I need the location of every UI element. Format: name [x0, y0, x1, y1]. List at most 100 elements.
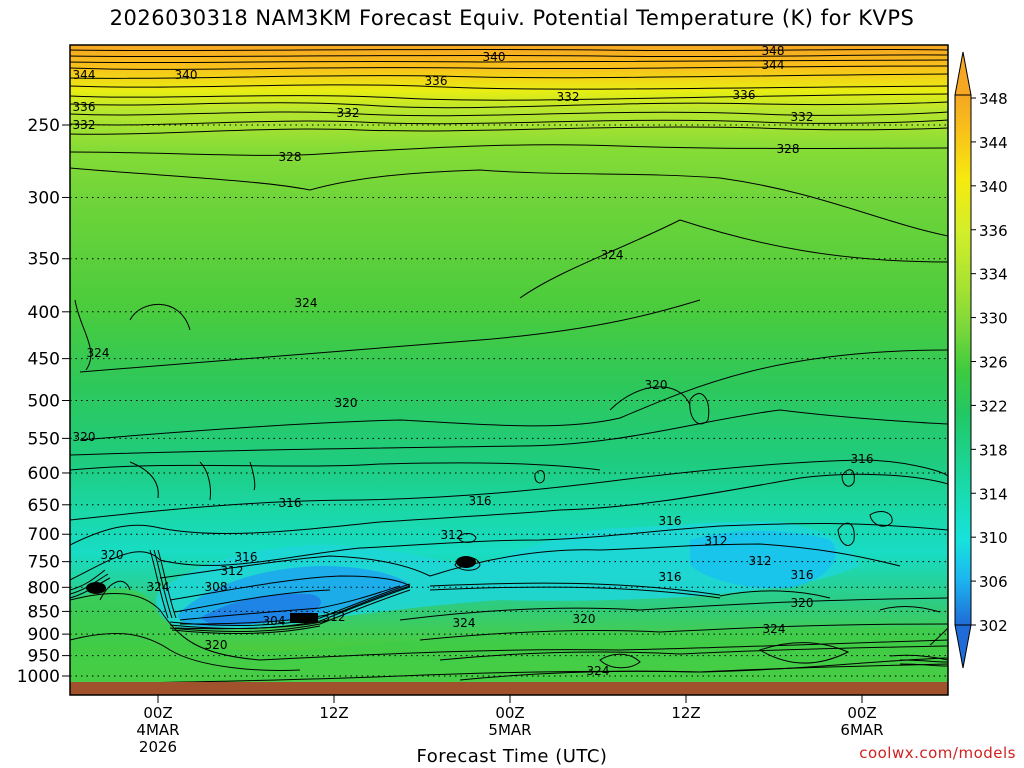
contour-label: 320 [645, 378, 668, 392]
y-tick-label: 550 [28, 429, 60, 449]
colorbar-tick-label: 340 [979, 178, 1008, 196]
colorbar-bottom-arrow [954, 624, 972, 669]
contour-label: 316 [791, 568, 814, 582]
y-tick-label: 850 [28, 602, 60, 622]
y-tick-label: 450 [28, 350, 60, 370]
contour-label: 320 [791, 596, 814, 610]
plot-frame [69, 44, 949, 696]
contour-label: 320 [573, 612, 596, 626]
contour-label: 316 [279, 496, 302, 510]
ground-strip [70, 682, 948, 695]
contour-label: 320 [205, 638, 228, 652]
y-tick-label: 800 [28, 578, 60, 598]
y-tick-label: 250 [28, 116, 60, 136]
y-axis-ticks: 250 300 350 400 450 500 550 600 650 700 750 800 850 9… [17, 116, 70, 687]
x-tick-label: 00Z [495, 704, 524, 722]
colorbar-tick-label: 326 [979, 354, 1008, 372]
colorbar-tick-label: 318 [979, 441, 1008, 459]
contour-label: 336 [425, 74, 448, 88]
contour-label: 332 [791, 110, 814, 124]
contour-label: 336 [73, 100, 96, 114]
contour-label: 320 [335, 396, 358, 410]
colorbar-scale [954, 94, 972, 626]
plot-area: 250 300 350 400 450 500 550 600 650 700 750 800 850 9… [17, 44, 949, 756]
frontal-zone-contours [70, 549, 948, 667]
contour-label: 324 [147, 580, 170, 594]
contour-label: 324 [763, 622, 786, 636]
y-tick-label: 650 [28, 496, 60, 516]
frontal-zone-dense-core [290, 613, 318, 623]
colorbar-tick-label: 344 [979, 134, 1008, 152]
y-tick-label: 700 [28, 525, 60, 545]
x-tick-label: 5MAR [488, 721, 531, 739]
y-tick-label: 300 [28, 188, 60, 208]
y-tick-label: 750 [28, 553, 60, 573]
contour-label: 316 [659, 514, 682, 528]
contour-label: 316 [235, 550, 258, 564]
credit-link[interactable]: coolwx.com/models [859, 744, 1016, 762]
x-tick-label: 00Z [847, 704, 876, 722]
contour-label: 304 [263, 614, 286, 628]
colorbar-tick-label: 336 [979, 222, 1008, 240]
contour-label: 324 [601, 248, 624, 262]
contour-label: 332 [337, 106, 360, 120]
contour-label: 344 [73, 68, 96, 82]
colorbar-top-arrow [954, 51, 972, 96]
colorbar-tick-label: 322 [979, 397, 1008, 415]
x-tick-label: 4MAR [136, 721, 179, 739]
contour-label: 312 [441, 528, 464, 542]
colorbar-tick-label: 302 [979, 617, 1008, 635]
colorbar-tick-label: 306 [979, 573, 1008, 591]
contour-label: 312 [705, 534, 728, 548]
x-tick-label: 00Z [143, 704, 172, 722]
contour-label: 320 [101, 548, 124, 562]
contour-label: 328 [777, 142, 800, 156]
colorbar-tick-label: 334 [979, 266, 1008, 284]
y-tick-label: 900 [28, 625, 60, 645]
contour-label: 340 [175, 68, 198, 82]
y-tick-label: 350 [28, 250, 60, 270]
y-tick-label: 950 [28, 647, 60, 667]
contour-label: 316 [469, 494, 492, 508]
colorbar: 348 344 340 336 334 330 326 322 318 314 310 306 302 [954, 51, 1008, 669]
contour-label: 332 [557, 90, 580, 104]
contour-label: 312 [749, 554, 772, 568]
x-axis-title: Forecast Time (UTC) [416, 746, 608, 767]
cool-pocket-east-shading [690, 531, 836, 589]
contour-label: 320 [73, 430, 96, 444]
west-dense-core [86, 582, 106, 594]
contour-label: 344 [762, 58, 785, 72]
colorbar-tick-label: 330 [979, 310, 1008, 328]
chart-title: 2026030318 NAM3KM Forecast Equiv. Potent… [109, 6, 915, 30]
y-tick-label: 600 [28, 464, 60, 484]
contour-label: 324 [587, 664, 610, 678]
x-tick-label: 2026 [139, 738, 177, 756]
contour-label: 332 [73, 118, 96, 132]
contour-label: 336 [733, 88, 756, 102]
x-gridlines [157, 695, 863, 703]
x-tick-label: 6MAR [840, 721, 883, 739]
contour-label: 308 [205, 580, 228, 594]
y-tick-label: 500 [28, 392, 60, 412]
x-tick-label: 12Z [671, 704, 700, 722]
contour-label: 340 [483, 50, 506, 64]
colorbar-tick-label: 310 [979, 529, 1008, 547]
contour-label: 324 [295, 296, 318, 310]
contour-label: 324 [453, 616, 476, 630]
x-tick-label: 12Z [319, 704, 348, 722]
contour-label: 312 [323, 610, 346, 624]
contour-label: 348 [762, 44, 785, 58]
contour-label: 316 [659, 570, 682, 584]
contour-label: 328 [279, 150, 302, 164]
colorbar-tick-label: 348 [979, 90, 1008, 108]
contour-label: 324 [87, 346, 110, 360]
contour-label: 316 [851, 452, 874, 466]
y-tick-label: 1000 [17, 667, 60, 687]
colorbar-tick-label: 314 [979, 485, 1008, 503]
contour-label: 312 [221, 564, 244, 578]
y-gridlines [70, 124, 948, 677]
lowlevel-moist-band [70, 588, 948, 695]
